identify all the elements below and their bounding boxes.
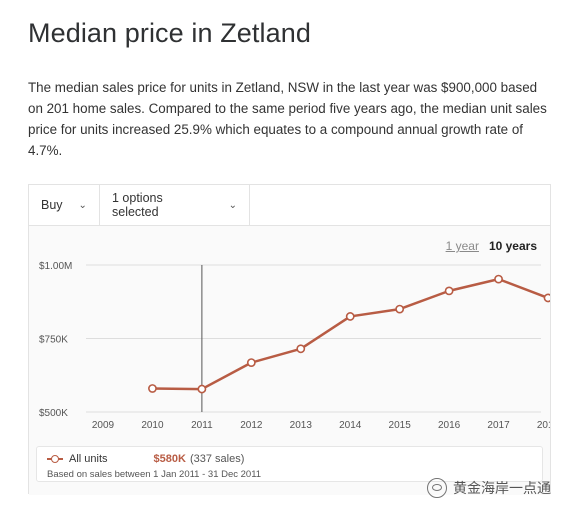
data-point <box>345 312 355 321</box>
y-tick-label: $1.00M <box>39 261 72 272</box>
page-title: Median price in Zetland <box>28 18 311 48</box>
data-point <box>197 384 207 394</box>
x-tick-label: 2009 <box>92 420 115 431</box>
legend-value: $580K <box>153 453 186 465</box>
data-point <box>246 358 256 368</box>
series-swatch <box>47 455 63 463</box>
chevron-down-icon: ⌄ <box>78 199 87 211</box>
options-dropdown[interactable]: 1 options selected ⌄ <box>100 185 250 225</box>
chart-legend: All units $580K (337 sales) Based on sal… <box>36 446 543 482</box>
x-tick-label: 2012 <box>240 420 263 431</box>
data-point <box>444 286 454 296</box>
data-point <box>395 304 405 314</box>
legend-sales: (337 sales) <box>189 453 245 465</box>
range-toggle: 1 year 10 years <box>446 239 537 253</box>
x-tick-label: 2015 <box>389 420 412 431</box>
y-tick-label: $750K <box>39 335 68 346</box>
x-tick-label: 2014 <box>339 420 362 431</box>
legend-series-name: All units <box>69 453 108 465</box>
watermark: 黄金海岸一点通 <box>427 478 551 498</box>
x-tick-label: 2013 <box>290 420 313 431</box>
x-tick-label: 2010 <box>141 420 164 431</box>
buy-dropdown-label: Buy <box>41 198 63 212</box>
legend-note: Based on sales between 1 Jan 2011 - 31 D… <box>47 469 262 480</box>
data-point <box>148 384 157 393</box>
x-tick-label: 2017 <box>487 420 510 431</box>
data-point <box>494 274 503 284</box>
watermark-text: 黄金海岸一点通 <box>453 480 551 496</box>
range-1-year[interactable]: 1 year <box>445 239 479 253</box>
data-point <box>296 344 306 354</box>
price-chart-card: Buy ⌄ 1 options selected ⌄ 1 year 10 yea… <box>28 184 551 495</box>
wechat-icon <box>427 478 447 498</box>
chart-area: 1 year 10 years $500K $750K $1.00M 2009 2010… <box>29 226 550 495</box>
range-10-years[interactable]: 10 years <box>488 239 537 253</box>
chevron-down-icon: ⌄ <box>228 199 237 211</box>
y-tick-label: $500K <box>39 408 68 419</box>
intro-text: The median sales price for units in Zetl… <box>28 80 547 158</box>
data-point <box>543 293 550 303</box>
chart-controls: Buy ⌄ 1 options selected ⌄ <box>29 185 550 226</box>
buy-dropdown[interactable]: Buy ⌄ <box>29 185 100 225</box>
x-tick-label: 2018 <box>537 420 550 431</box>
x-tick-label: 2016 <box>438 420 461 431</box>
series-line <box>152 277 549 391</box>
x-tick-label: 2011 <box>191 420 213 431</box>
line-chart: $500K $750K $1.00M 2009 2010 2011 2012 2013 2014… <box>39 261 550 431</box>
options-dropdown-label: 1 options selected <box>112 191 163 219</box>
